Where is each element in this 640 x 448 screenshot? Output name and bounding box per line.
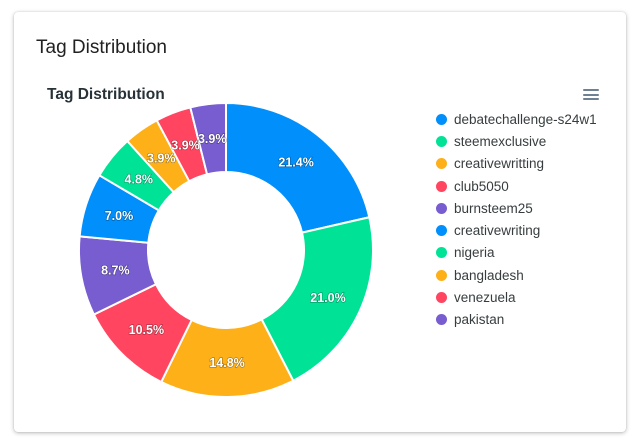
legend-item-debatechallenge-s24w1[interactable]: debatechallenge-s24w1	[436, 108, 597, 130]
legend-item-club5050[interactable]: club5050	[436, 175, 597, 197]
slice-label-pakistan: 3.9%	[198, 132, 227, 146]
legend-item-pakistan[interactable]: pakistan	[436, 309, 597, 331]
card-title: Tag Distribution	[36, 37, 167, 58]
legend-item-venezuela[interactable]: venezuela	[436, 286, 597, 308]
slice-label-burnsteem25: 8.7%	[101, 264, 130, 278]
donut-slice-labels: 21.4%21.0%14.8%10.5%8.7%7.0%4.8%3.9%3.9%…	[100, 131, 346, 370]
legend-marker	[436, 269, 447, 281]
donut-slice-pakistan[interactable]	[189, 101, 227, 176]
legend-item-burnsteem25[interactable]: burnsteem25	[436, 197, 597, 219]
legend-label: pakistan	[454, 312, 505, 328]
legend-label: club5050	[454, 178, 509, 194]
legend-item-steemexclusive[interactable]: steemexclusive	[436, 130, 597, 152]
donut-chart: 21.4%21.0%14.8%10.5%8.7%7.0%4.8%3.9%3.9%…	[78, 101, 374, 398]
legend-label: venezuela	[454, 290, 516, 306]
legend-marker	[436, 247, 447, 259]
donut-slices	[78, 101, 374, 398]
chart-card: Tag Distribution Tag Distribution 21.4% 2…	[14, 12, 626, 432]
legend-marker	[436, 314, 447, 326]
legend-label: burnsteem25	[454, 200, 533, 216]
legend-item-bangladesh[interactable]: bangladesh	[436, 264, 597, 286]
legend-marker	[436, 292, 447, 304]
donut-slice-steemexclusive[interactable]	[260, 216, 374, 383]
legend-label: steemexclusive	[454, 133, 547, 149]
legend-marker	[436, 202, 447, 214]
hamburger-menu-icon[interactable]	[583, 87, 599, 101]
legend-label: debatechallenge-s24w1	[454, 111, 597, 127]
slice-label-debatechallenge-s24w1: 21.4%	[278, 156, 313, 170]
legend-marker	[436, 180, 447, 192]
chart-title: Tag Distribution	[47, 86, 165, 103]
slice-label-venezuela: 3.9%	[171, 139, 200, 153]
slice-label-club5050: 10.5%	[129, 323, 164, 337]
legend-label: nigeria	[454, 245, 495, 261]
chart-legend: debatechallenge-s24w1 steemexclusive creat…	[436, 108, 597, 331]
slice-label-creativewriting: 7.0%	[105, 209, 134, 223]
legend-label: creativewritting	[454, 156, 545, 172]
slice-label-steemexclusive: 21.0%	[310, 291, 345, 305]
legend-marker	[436, 158, 447, 170]
donut-slice-debatechallenge-s24w1[interactable]	[225, 101, 371, 234]
legend-item-nigeria[interactable]: nigeria	[436, 242, 597, 264]
legend-label: creativewriting	[454, 223, 541, 239]
legend-item-creativewritting[interactable]: creativewritting	[436, 153, 597, 175]
slice-label-bangladesh: 3.9%	[147, 151, 176, 165]
slice-label-nigeria: 4.8%	[125, 172, 154, 186]
slice-label-creativewritting: 14.8%	[209, 356, 244, 370]
legend-marker	[436, 113, 447, 125]
legend-label: bangladesh	[454, 267, 524, 283]
legend-item-creativewriting[interactable]: creativewriting	[436, 219, 597, 241]
legend-marker	[436, 135, 447, 147]
legend-marker	[436, 225, 447, 237]
